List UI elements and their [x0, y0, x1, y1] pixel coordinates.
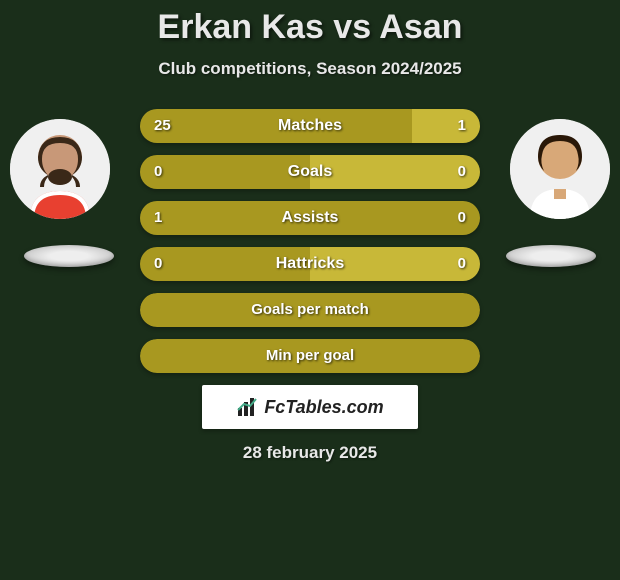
stat-label: Assists — [140, 201, 480, 235]
stat-label: Min per goal — [140, 339, 480, 373]
stat-label: Hattricks — [140, 247, 480, 281]
stat-row: Matches25 1 — [140, 109, 480, 143]
stat-value-right: 1 — [458, 109, 466, 143]
stat-row: Goals0 0 — [140, 155, 480, 189]
stat-value-left: 0 — [154, 155, 162, 189]
player-left-avatar — [10, 119, 110, 219]
stat-value-left: 1 — [154, 201, 162, 235]
stat-value-right: 0 — [458, 155, 466, 189]
stat-value-left: 25 — [154, 109, 171, 143]
comparison-panel: Matches251Goals00Assists10Hattricks00Goa… — [0, 109, 620, 373]
page-title: Erkan Kas vs Asan — [0, 0, 620, 47]
stat-row: Hattricks0 0 — [140, 247, 480, 281]
stat-value-right: 0 — [458, 247, 466, 281]
stat-row-full: Goals per match — [140, 293, 480, 327]
person-icon — [510, 119, 610, 219]
stat-value-left: 0 — [154, 247, 162, 281]
branding-text: FcTables.com — [264, 397, 383, 418]
chart-icon — [236, 396, 258, 418]
stat-bars: Matches251Goals00Assists10Hattricks00Goa… — [140, 109, 480, 373]
player-right-avatar — [510, 119, 610, 219]
stat-label: Goals per match — [140, 293, 480, 327]
branding-badge: FcTables.com — [202, 385, 418, 429]
stat-row: Assists1 0 — [140, 201, 480, 235]
subtitle: Club competitions, Season 2024/2025 — [0, 59, 620, 79]
person-icon — [10, 119, 110, 219]
date-label: 28 february 2025 — [0, 443, 620, 463]
stat-row-full: Min per goal — [140, 339, 480, 373]
stat-label: Goals — [140, 155, 480, 189]
avatar-shadow-left — [24, 245, 114, 267]
stat-value-right: 0 — [458, 201, 466, 235]
stat-label: Matches — [140, 109, 480, 143]
avatar-shadow-right — [506, 245, 596, 267]
